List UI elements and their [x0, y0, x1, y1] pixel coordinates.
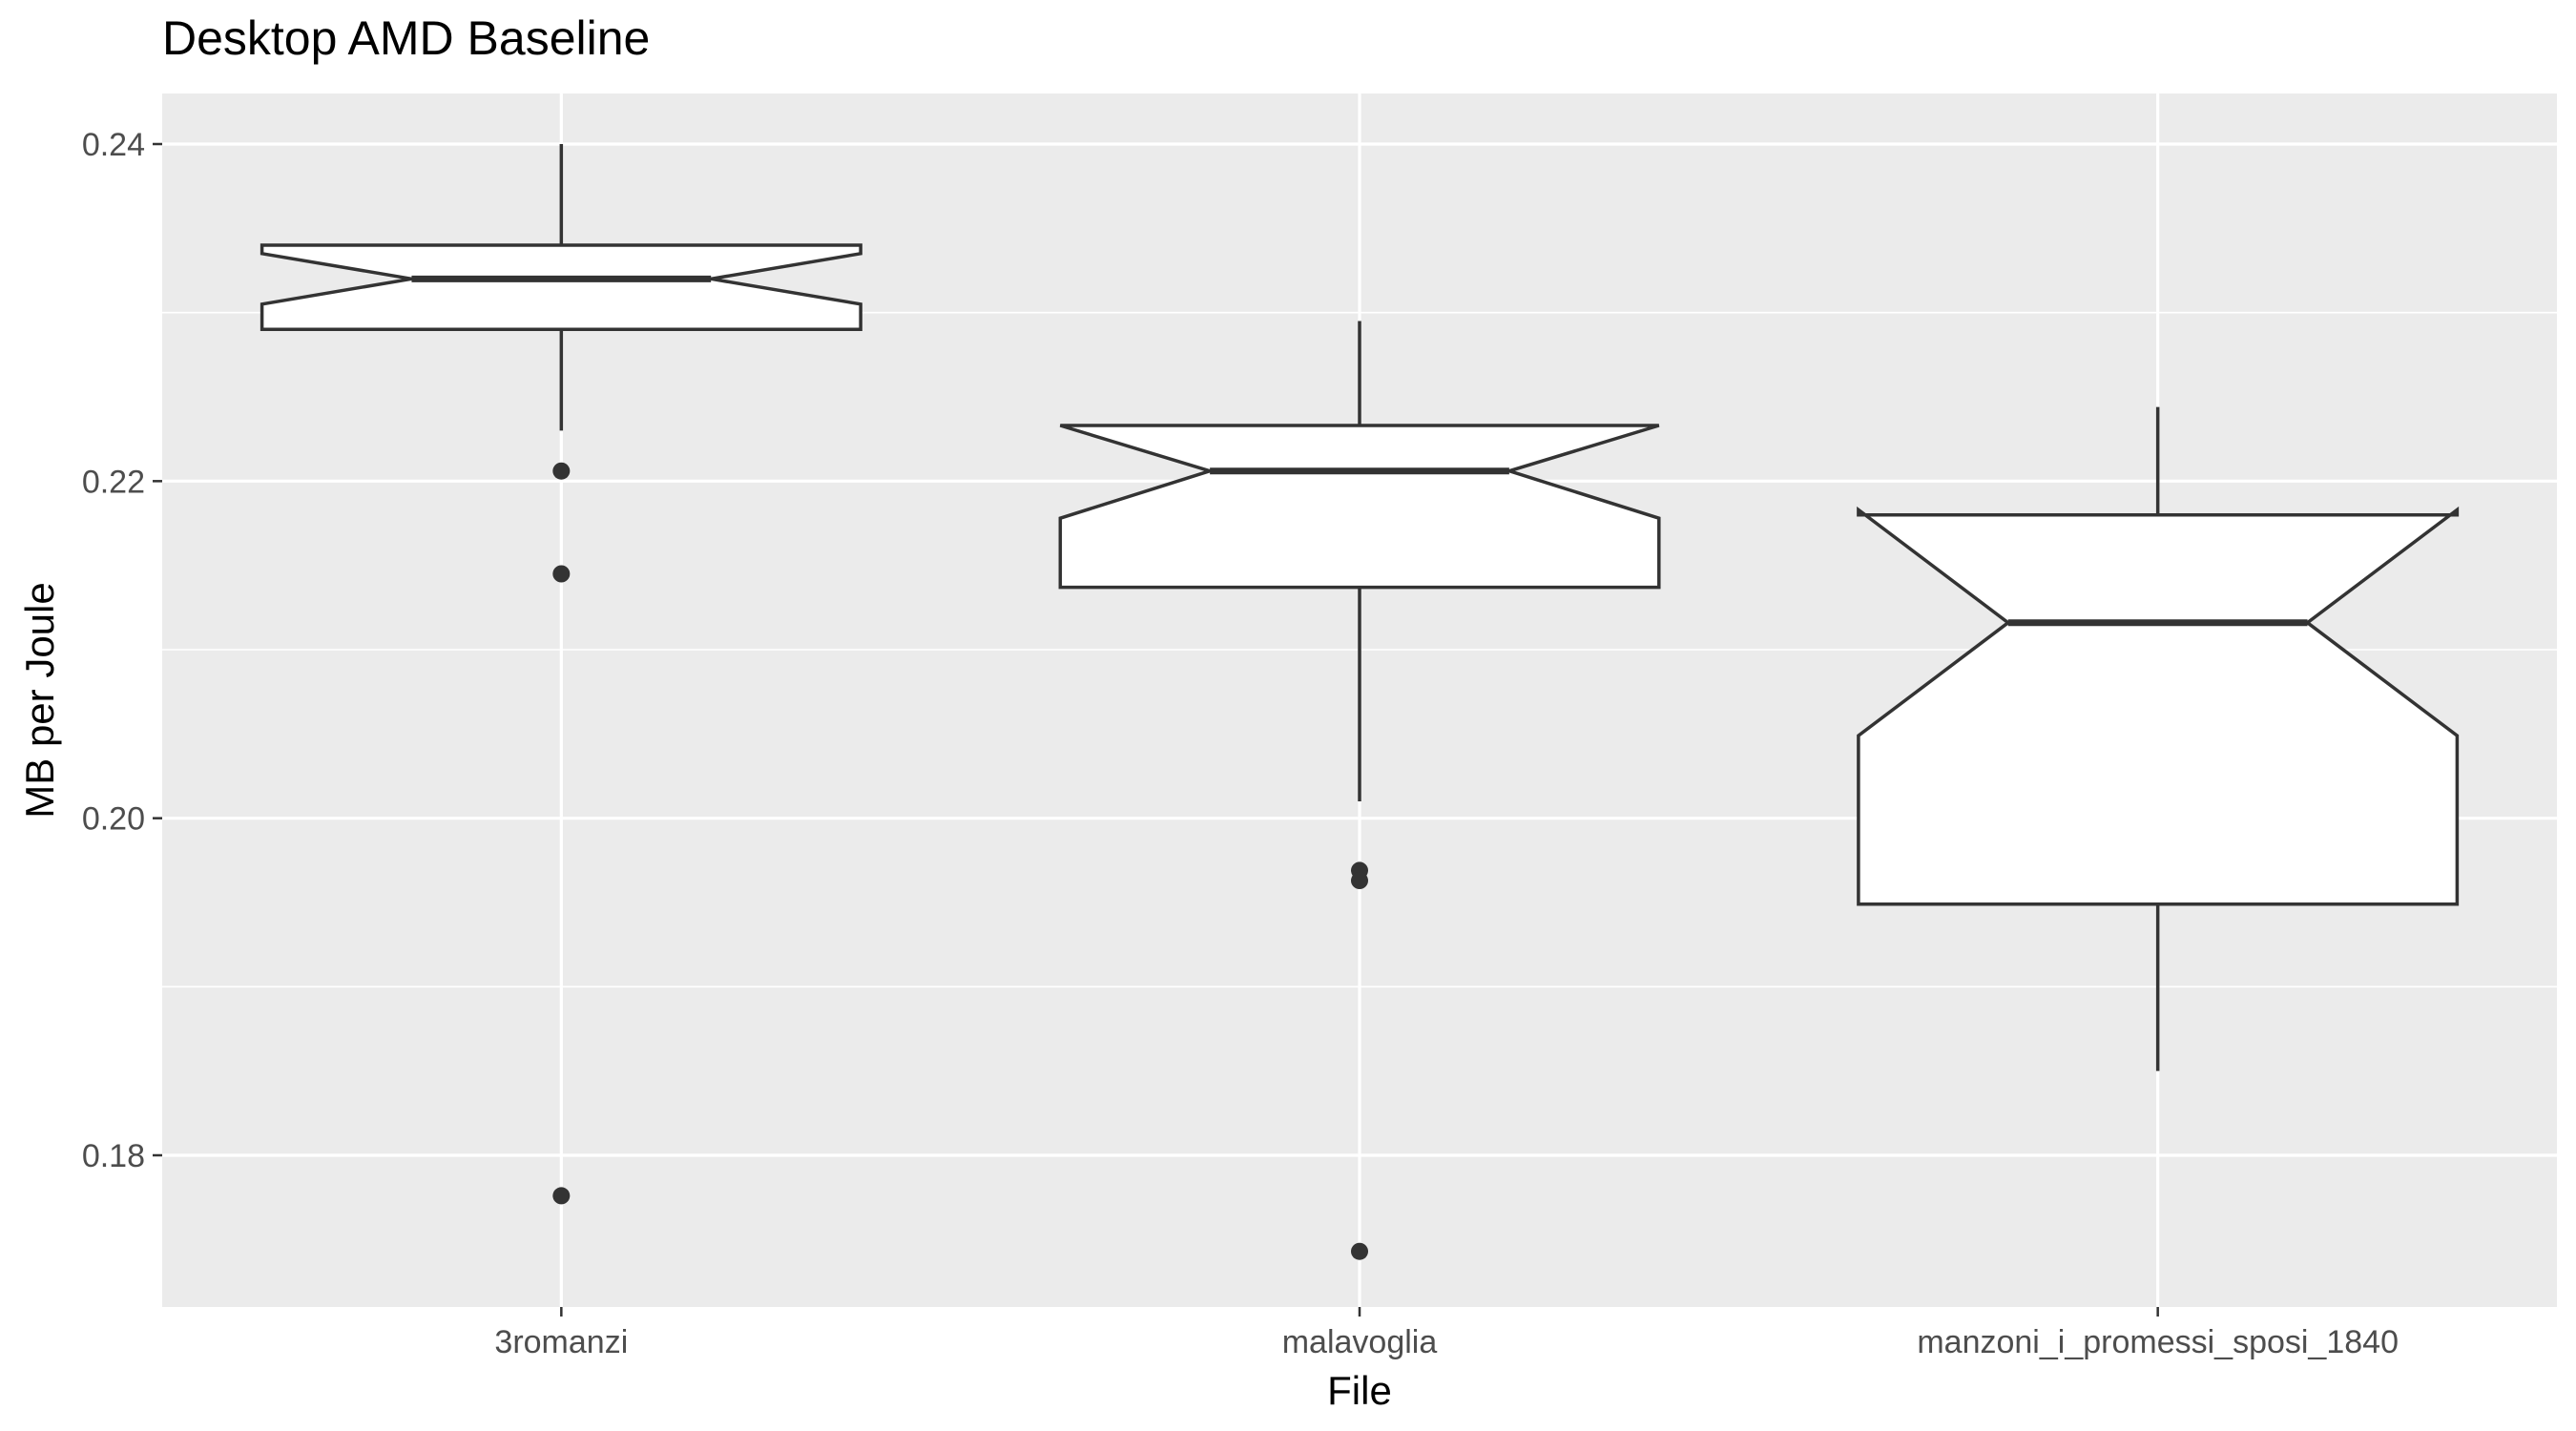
y-tick-label: 0.22 [82, 464, 145, 500]
y-tick-label: 0.24 [82, 127, 145, 163]
box-body [260, 243, 862, 332]
x-axis: 3romanzi malavoglia manzoni_i_promessi_spo… [494, 1307, 2399, 1360]
outlier-point [552, 1187, 571, 1205]
boxes [260, 144, 2460, 1260]
y-tick-label: 0.20 [82, 801, 145, 838]
y-tick-label: 0.18 [82, 1138, 145, 1174]
box-group-3romanzi [260, 144, 862, 1205]
outlier-point [552, 462, 571, 480]
x-tick-label: manzoni_i_promessi_sposi_1840 [1917, 1324, 2399, 1360]
chart-title: Desktop AMD Baseline [162, 11, 650, 65]
box-body [1857, 506, 2460, 906]
x-axis-label: File [1327, 1368, 1392, 1413]
box-body [1058, 424, 1661, 590]
outlier-point [552, 565, 571, 583]
x-tick-label: 3romanzi [494, 1324, 628, 1360]
outlier-point [1351, 872, 1368, 890]
outlier-point [1351, 1242, 1368, 1260]
x-tick-label: malavoglia [1282, 1324, 1438, 1360]
box-group-malavoglia [1058, 321, 1661, 1260]
y-axis: 0.18 0.20 0.22 0.24 [82, 127, 162, 1174]
y-axis-label: MB per Joule [17, 582, 62, 818]
box-group-manzoni_i_promessi_sposi_1840 [1857, 406, 2460, 1071]
